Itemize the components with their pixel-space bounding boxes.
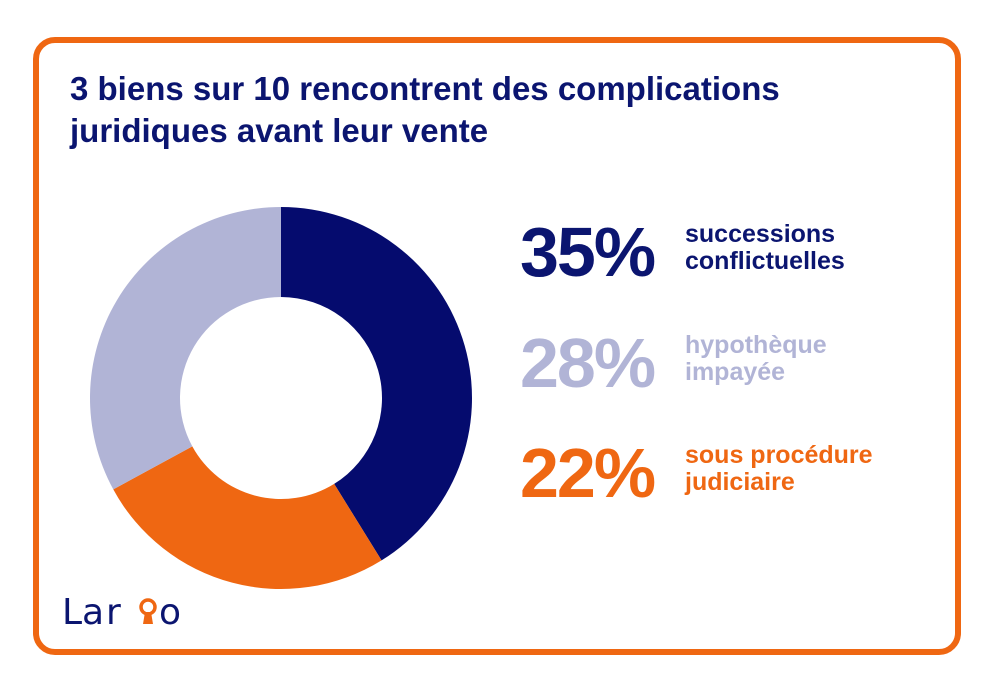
stat-percent: 22% [520,434,656,512]
title-line-1: 3 biens sur 10 rencontrent des complicat… [70,70,780,107]
stat-label-line-1: sous procédure [685,441,873,469]
donut-slice-2 [89,207,281,490]
stat-label-line-1: successions [685,220,836,248]
stat-successions: 35% successions conflictuelles [520,213,940,303]
donut-slice-1 [113,446,382,589]
donut-slice-0 [281,207,473,561]
title-line-2: juridiques avant leur vente [70,112,489,149]
logo-text-r: r [106,592,121,633]
logo-graphic: La r o [62,592,181,633]
logo-text-o: o [159,592,181,633]
stat-label-line-1: hypothèque [685,331,827,359]
brand-logo: La r o [62,588,202,638]
stat-percent: 35% [520,213,656,291]
stat-percent: 28% [520,324,656,402]
logo-text-la: La [62,592,104,633]
stat-label-line-2: impayée [685,358,786,386]
stat-label: sous procédure judiciaire [685,442,935,496]
stat-hypotheque: 28% hypothèque impayée [520,324,940,414]
stat-label: hypothèque impayée [685,332,935,386]
stat-procedure: 22% sous procédure judiciaire [520,434,940,524]
stat-label: successions conflictuelles [685,221,935,275]
stat-label-line-2: conflictuelles [685,247,845,275]
keyhole-icon [139,598,157,624]
chart-title: 3 biens sur 10 rencontrent des complicat… [70,68,930,152]
stat-label-line-2: judiciaire [685,468,795,496]
